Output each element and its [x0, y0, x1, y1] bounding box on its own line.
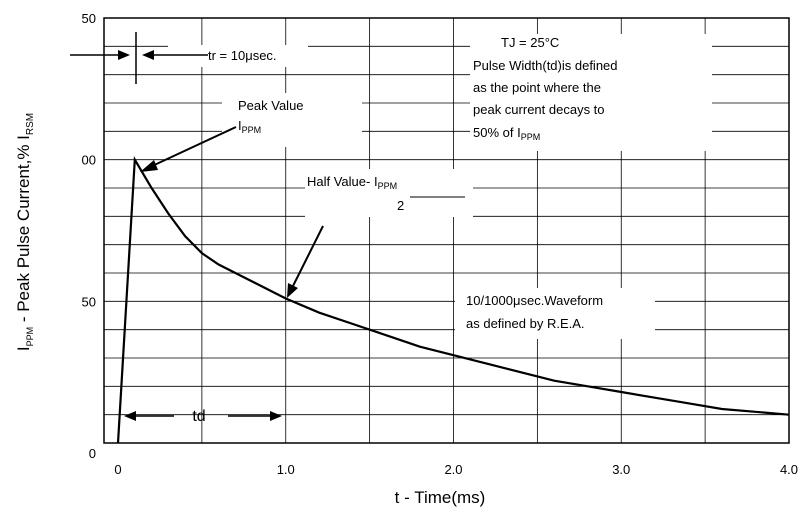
peak-value-annotation: Peak Value IPPM: [140, 98, 304, 172]
x-tick-label: 3.0: [612, 462, 630, 477]
y-tick-labels: 50 00 50 0: [82, 11, 96, 461]
tr-annotation: tr = 10μsec.: [70, 32, 277, 84]
td-annotation: td: [124, 408, 282, 425]
conditions-line-2: Pulse Width(td)is defined: [473, 58, 618, 73]
waveform-line-2: as defined by R.E.A.: [466, 316, 585, 331]
y-tick-label: 00: [82, 153, 96, 168]
y-tick-label: 50: [82, 294, 96, 309]
tr-label: tr = 10μsec.: [208, 48, 277, 63]
waveform-definition-note: 10/1000μsec.Waveform as defined by R.E.A…: [466, 293, 603, 331]
conditions-line-5: 50% of IPPM: [473, 125, 540, 142]
conditions-line-3: as the point where the: [473, 80, 601, 95]
waveform-curve: [116, 156, 790, 444]
y-axis-title: IPPM - Peak Pulse Current,% IRSM: [14, 113, 36, 351]
conditions-line-4: peak current decays to: [473, 102, 605, 117]
td-label: td: [192, 408, 205, 425]
half-value-label: Half Value- IPPM: [307, 174, 397, 191]
plot-frame: [103, 17, 790, 444]
x-tick-label: 2.0: [444, 462, 462, 477]
x-tick-label: 4.0: [780, 462, 798, 477]
half-value-denominator: 2: [397, 198, 404, 213]
peak-value-label: Peak Value: [238, 98, 304, 113]
waveform-line-1: 10/1000μsec.Waveform: [466, 293, 603, 308]
label-backgrounds: [168, 34, 712, 339]
x-tick-labels: 0 1.0 2.0 3.0 4.0: [114, 462, 798, 477]
x-tick-label: 1.0: [277, 462, 295, 477]
peak-value-symbol: IPPM: [238, 118, 261, 135]
conditions-line-1: TJ = 25°C: [501, 35, 559, 50]
y-tick-label: 0: [89, 446, 96, 461]
y-tick-label: 50: [82, 11, 96, 26]
half-value-annotation: Half Value- IPPM 2: [287, 174, 465, 298]
x-axis-title: t - Time(ms): [395, 488, 486, 507]
conditions-note: TJ = 25°C Pulse Width(td)is defined as t…: [473, 35, 618, 142]
x-tick-label: 0: [114, 462, 121, 477]
